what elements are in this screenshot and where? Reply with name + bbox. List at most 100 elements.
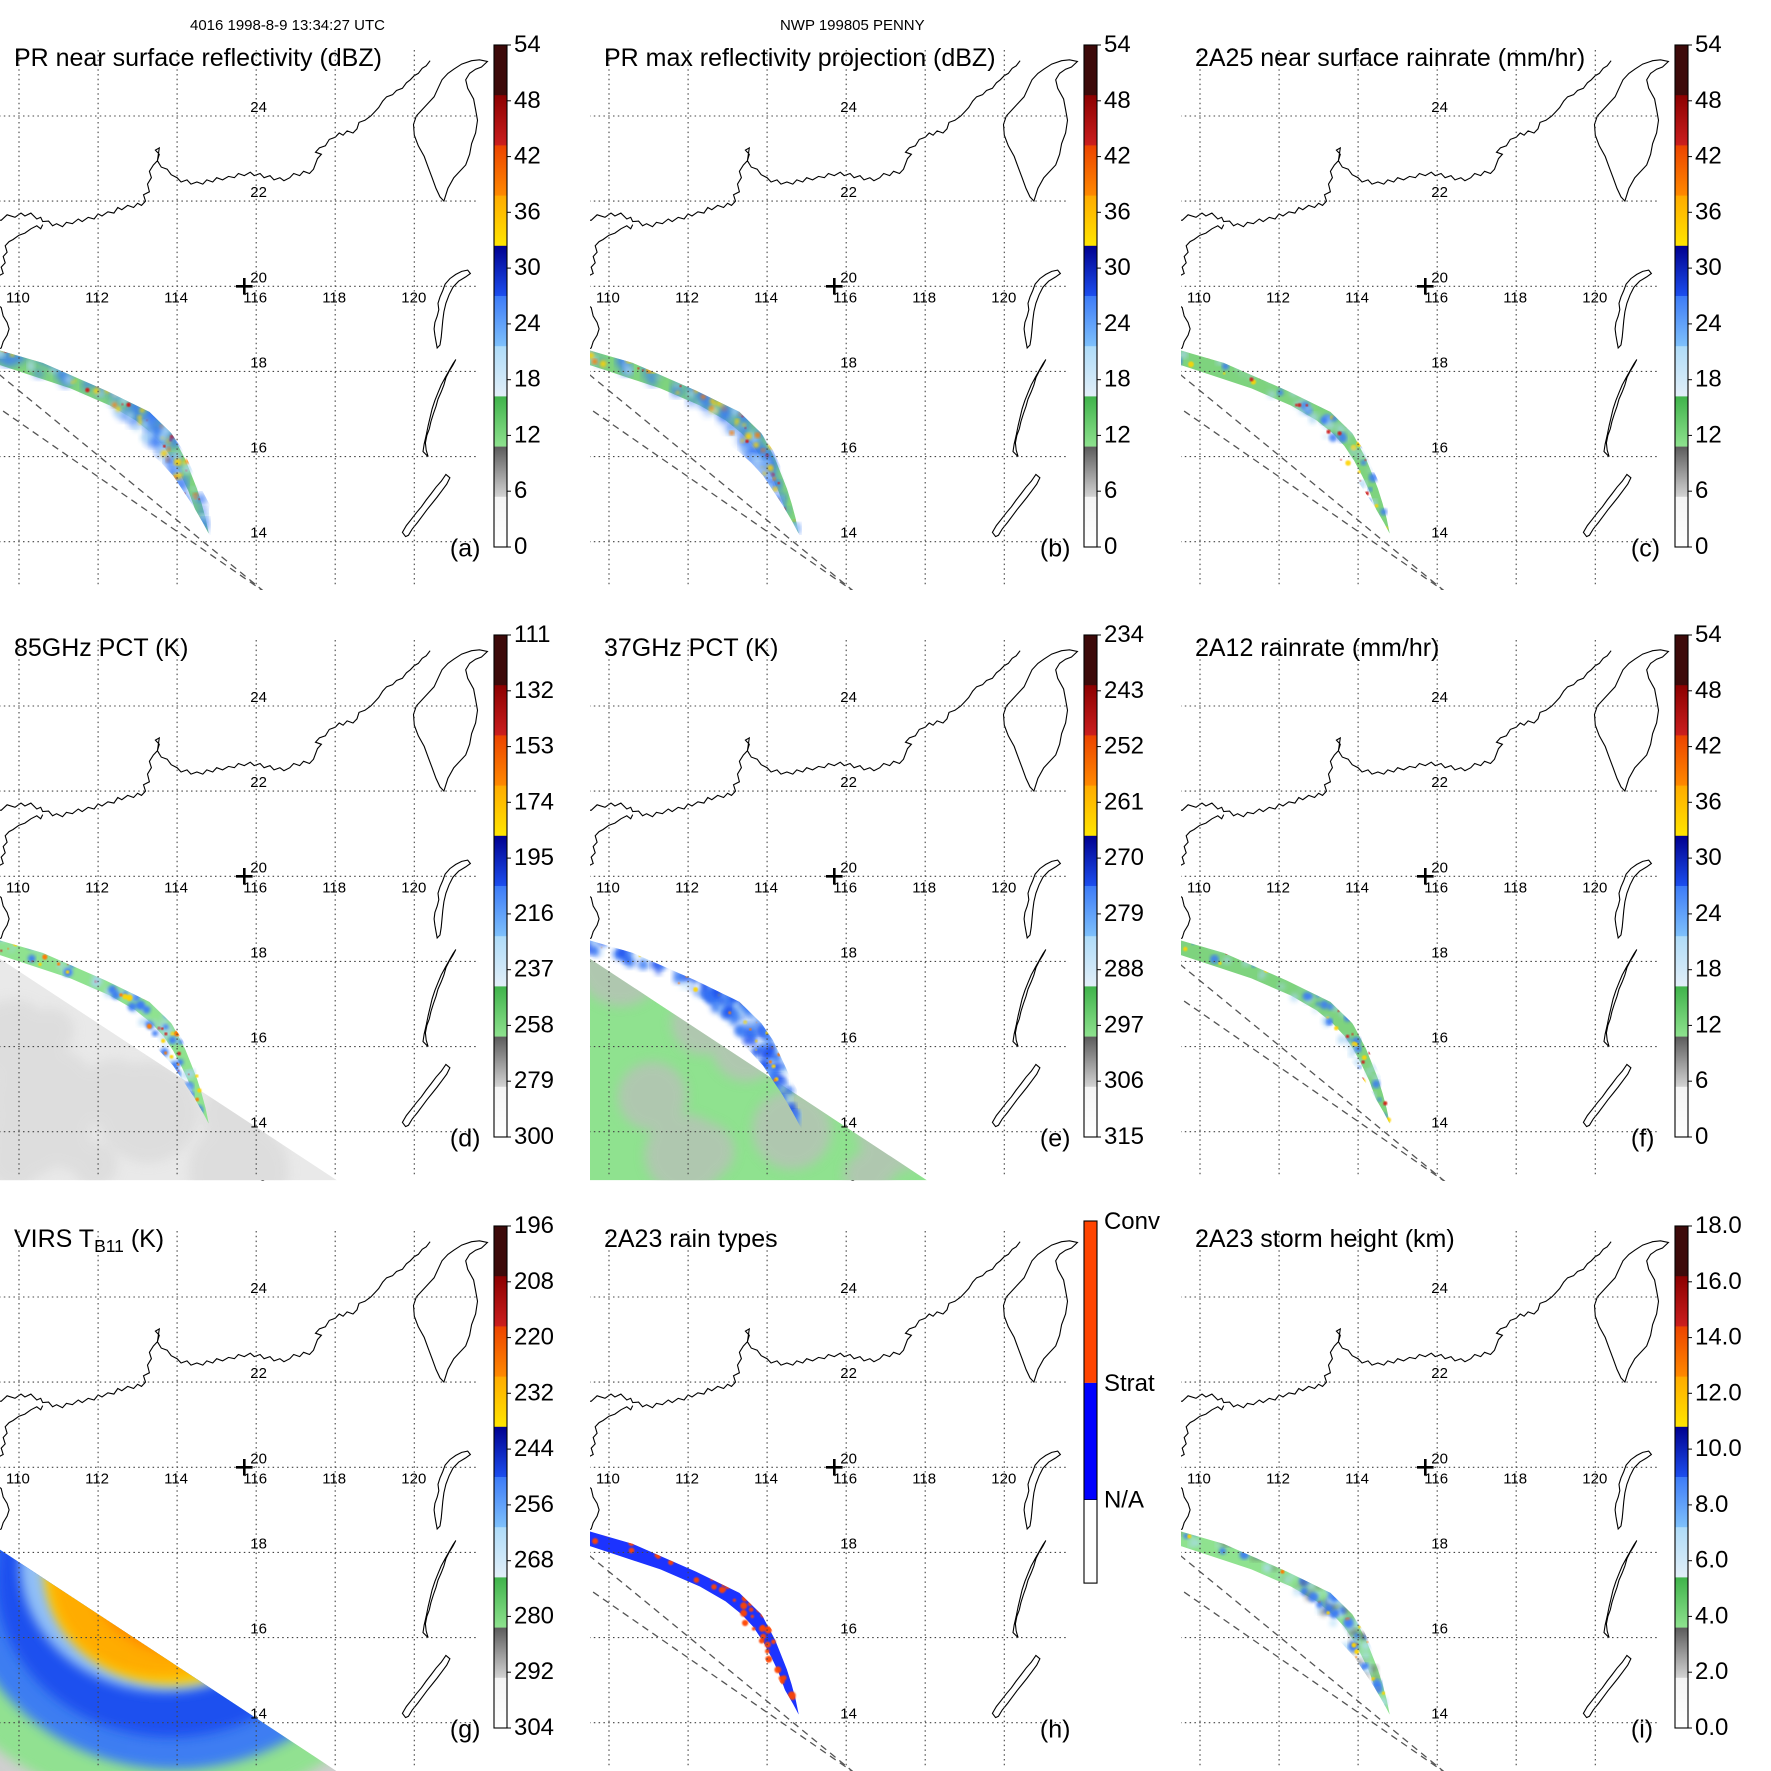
svg-text:244: 244 (514, 1435, 554, 1462)
svg-text:24: 24 (250, 99, 267, 116)
svg-text:261: 261 (1104, 789, 1144, 816)
svg-text:18.0: 18.0 (1695, 1212, 1742, 1239)
svg-text:30: 30 (1104, 254, 1131, 281)
svg-text:110: 110 (596, 1470, 620, 1487)
svg-text:22: 22 (1431, 184, 1448, 201)
svg-text:18: 18 (841, 354, 858, 371)
svg-text:(c): (c) (1631, 535, 1660, 563)
svg-text:208: 208 (514, 1267, 554, 1294)
svg-text:18: 18 (1431, 354, 1448, 371)
svg-text:112: 112 (85, 289, 109, 306)
svg-text:14: 14 (250, 1115, 267, 1132)
svg-text:174: 174 (514, 789, 554, 816)
svg-text:14: 14 (1431, 525, 1448, 542)
svg-text:4.0: 4.0 (1695, 1602, 1728, 1629)
svg-text:120: 120 (992, 880, 1017, 897)
svg-text:114: 114 (1345, 880, 1369, 897)
svg-text:118: 118 (1503, 1470, 1527, 1487)
svg-text:18: 18 (1104, 366, 1131, 393)
svg-text:110: 110 (1187, 1470, 1211, 1487)
svg-text:315: 315 (1104, 1123, 1144, 1150)
svg-text:268: 268 (514, 1546, 554, 1573)
svg-text:0: 0 (1695, 1123, 1708, 1150)
svg-text:116: 116 (834, 289, 858, 306)
svg-text:(a): (a) (450, 535, 481, 563)
svg-text:22: 22 (841, 1365, 858, 1382)
svg-text:120: 120 (401, 289, 426, 306)
svg-text:14: 14 (841, 1115, 858, 1132)
svg-text:30: 30 (1695, 254, 1722, 281)
svg-text:14: 14 (250, 525, 267, 542)
svg-text:118: 118 (1503, 289, 1527, 306)
svg-text:14: 14 (1431, 1705, 1448, 1722)
svg-text:153: 153 (514, 733, 554, 760)
svg-text:112: 112 (675, 1470, 699, 1487)
svg-text:20: 20 (841, 1450, 858, 1467)
svg-text:120: 120 (1582, 1470, 1607, 1487)
svg-text:24: 24 (841, 1280, 858, 1297)
svg-text:NWP 199805 PENNY: NWP 199805 PENNY (780, 17, 925, 34)
svg-text:85GHz PCT (K): 85GHz PCT (K) (14, 634, 188, 662)
svg-text:112: 112 (1266, 880, 1290, 897)
svg-text:270: 270 (1104, 844, 1144, 871)
svg-text:24: 24 (841, 99, 858, 116)
svg-text:22: 22 (1431, 1365, 1448, 1382)
svg-text:16: 16 (250, 1620, 267, 1637)
svg-text:6: 6 (1695, 477, 1708, 504)
svg-text:111: 111 (514, 621, 550, 648)
svg-text:24: 24 (514, 310, 541, 337)
svg-text:110: 110 (596, 880, 620, 897)
svg-text:220: 220 (514, 1323, 554, 1350)
svg-text:22: 22 (250, 184, 267, 201)
svg-text:112: 112 (85, 880, 109, 897)
svg-text:6: 6 (1104, 477, 1117, 504)
svg-text:PR near surface reflectivity (: PR near surface reflectivity (dBZ) (14, 44, 382, 72)
svg-text:(e): (e) (1040, 1125, 1071, 1153)
svg-text:112: 112 (1266, 289, 1290, 306)
svg-text:110: 110 (1187, 880, 1211, 897)
svg-text:24: 24 (250, 1280, 267, 1297)
svg-text:18: 18 (250, 945, 267, 962)
svg-text:30: 30 (514, 254, 541, 281)
svg-text:42: 42 (514, 143, 541, 170)
svg-text:54: 54 (1695, 621, 1722, 648)
svg-text:22: 22 (841, 184, 858, 201)
svg-text:110: 110 (596, 289, 620, 306)
svg-text:116: 116 (243, 1470, 267, 1487)
svg-text:132: 132 (514, 677, 554, 704)
svg-text:14: 14 (250, 1705, 267, 1722)
svg-text:24: 24 (1431, 689, 1448, 706)
svg-text:48: 48 (514, 87, 541, 114)
svg-text:279: 279 (514, 1068, 554, 1095)
svg-text:22: 22 (250, 1365, 267, 1382)
svg-text:36: 36 (1695, 789, 1722, 816)
svg-text:116: 116 (834, 880, 858, 897)
svg-text:18: 18 (841, 1535, 858, 1552)
svg-text:18: 18 (250, 1535, 267, 1552)
svg-text:2A23 storm height (km): 2A23 storm height (km) (1195, 1225, 1455, 1253)
svg-text:2A12 rainrate (mm/hr): 2A12 rainrate (mm/hr) (1195, 634, 1439, 662)
svg-text:114: 114 (1345, 289, 1369, 306)
svg-text:120: 120 (1582, 289, 1607, 306)
svg-text:292: 292 (514, 1658, 554, 1685)
svg-text:22: 22 (1431, 774, 1448, 791)
svg-text:24: 24 (250, 689, 267, 706)
svg-text:114: 114 (754, 289, 778, 306)
svg-text:118: 118 (322, 289, 346, 306)
svg-text:12: 12 (514, 421, 541, 448)
svg-text:16: 16 (841, 440, 858, 457)
svg-text:18: 18 (1695, 366, 1722, 393)
svg-text:120: 120 (401, 880, 426, 897)
svg-text:8.0: 8.0 (1695, 1491, 1728, 1518)
svg-text:118: 118 (1503, 880, 1527, 897)
svg-text:0.0: 0.0 (1695, 1714, 1728, 1741)
svg-text:48: 48 (1104, 87, 1131, 114)
svg-text:6: 6 (514, 477, 527, 504)
svg-text:14: 14 (1431, 1115, 1448, 1132)
svg-text:306: 306 (1104, 1068, 1144, 1095)
svg-text:36: 36 (1104, 198, 1131, 225)
svg-text:114: 114 (164, 289, 188, 306)
svg-text:16: 16 (841, 1620, 858, 1637)
svg-text:24: 24 (841, 689, 858, 706)
svg-text:24: 24 (1104, 310, 1131, 337)
